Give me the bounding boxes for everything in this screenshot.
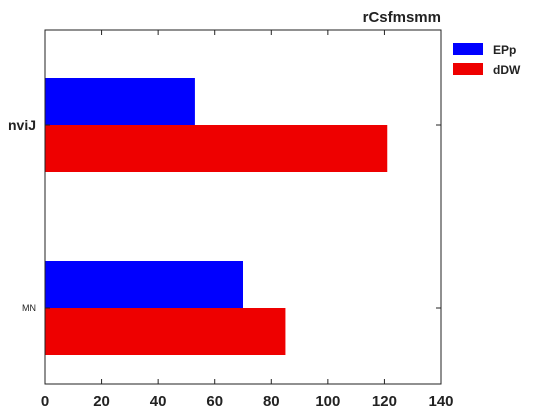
legend-swatch-EPp [453, 43, 483, 55]
x-tick-label: 0 [41, 393, 49, 410]
y-category-label: nviJ [8, 117, 36, 133]
bars-layer [45, 78, 388, 355]
plot-frame [44, 29, 442, 385]
ticks-layer: 0 20 40 60 80 100 120 140 nviJ MN [8, 30, 454, 410]
bar-dDW-MN [45, 308, 286, 355]
legend-swatch-dDW [453, 63, 483, 75]
y-category-label: MN [22, 303, 36, 313]
bar-EPp-nviJ [45, 78, 195, 125]
x-tick-label: 40 [150, 393, 167, 410]
x-tick-label: 60 [206, 393, 223, 410]
x-tick-label: 20 [93, 393, 110, 410]
legend-label-dDW: dDW [493, 63, 521, 77]
x-tick-label: 140 [428, 393, 453, 410]
x-tick-label: 120 [372, 393, 397, 410]
x-tick-label: 80 [263, 393, 280, 410]
bar-EPp-MN [45, 261, 243, 308]
legend-label-EPp: EPp [493, 43, 516, 57]
chart-title: rCsfmsmm [363, 9, 441, 26]
legend: EPp dDW [453, 43, 521, 77]
bar-dDW-nviJ [45, 125, 388, 172]
x-tick-label: 100 [315, 393, 340, 410]
